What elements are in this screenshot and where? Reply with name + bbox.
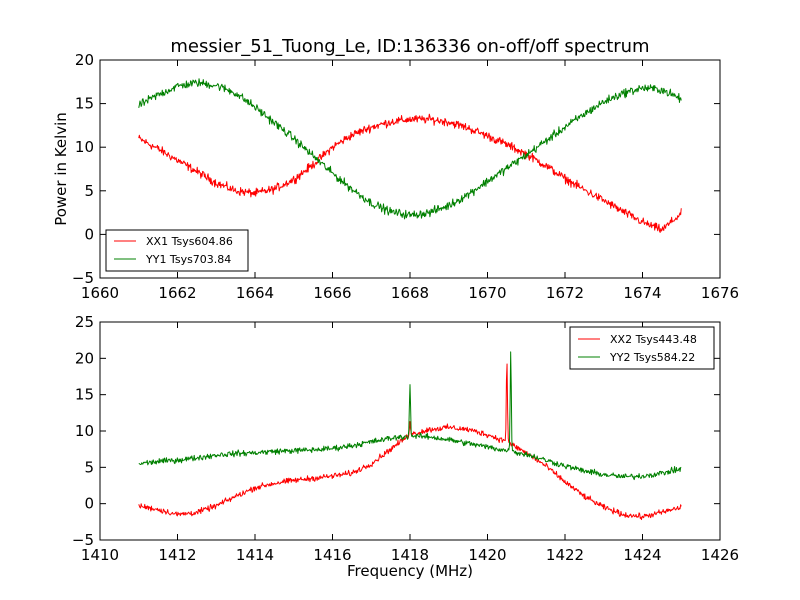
- y-tick-label: 25: [75, 313, 94, 331]
- y-tick-label: 5: [84, 458, 94, 476]
- legend-label-xx2: XX2 Tsys443.48: [610, 333, 697, 346]
- series-line-xx1: [138, 113, 682, 233]
- x-tick-label: 1414: [236, 546, 274, 564]
- y-tick-label: 20: [75, 349, 94, 367]
- x-tick-label: 1420: [468, 546, 506, 564]
- x-tick-label: 1662: [158, 284, 196, 302]
- series-line-xx2: [138, 363, 682, 521]
- y-tick-label: 0: [84, 225, 94, 243]
- legend-box: [569, 326, 715, 370]
- y-tick-label: 5: [84, 182, 94, 200]
- legend-label-yy1: YY1 Tsys703.84: [145, 253, 231, 266]
- legend-box: [105, 229, 249, 272]
- x-tick-label: 1426: [701, 546, 739, 564]
- y-tick-label: 10: [75, 422, 94, 440]
- y-tick-label: −5: [72, 531, 94, 549]
- x-tick-label: 1668: [391, 284, 429, 302]
- series-line-yy1: [138, 78, 682, 220]
- y-tick-label: 0: [84, 495, 94, 513]
- x-tick-label: 1672: [546, 284, 584, 302]
- x-tick-label: 1410: [81, 546, 119, 564]
- legend-label-yy2: YY2 Tsys584.22: [609, 351, 695, 364]
- y-tick-label: 15: [75, 386, 94, 404]
- x-tick-label: 1670: [468, 284, 506, 302]
- x-tick-label: 1418: [391, 546, 429, 564]
- legend-top: XX1 Tsys604.86 YY1 Tsys703.84: [105, 229, 249, 272]
- y-tick-label: −5: [72, 269, 94, 287]
- legend-bottom: XX2 Tsys443.48 YY2 Tsys584.22: [569, 326, 715, 370]
- y-tick-label: 20: [75, 51, 94, 69]
- chart-top: messier_51_Tuong_Le, ID:136336 on-off/of…: [52, 36, 739, 302]
- plot-area-top: 1660 1662 1664 1666 1668 1670 1672 1674 1676 −5 0 5…: [72, 51, 739, 302]
- x-tick-label: 1676: [701, 284, 739, 302]
- chart-title: messier_51_Tuong_Le, ID:136336 on-off/of…: [170, 36, 649, 57]
- x-tick-label: 1666: [313, 284, 351, 302]
- y-axis-label: Power in Kelvin: [52, 112, 70, 226]
- plot-area-bottom: 1410 1412 1414 1416 1418 1420 1422 1424 1426 −5 0 5…: [72, 313, 739, 564]
- x-tick-label: 1664: [236, 284, 274, 302]
- x-axis-label: Frequency (MHz): [347, 562, 473, 580]
- chart-bottom: Frequency (MHz) 1410 1412 1414 1416 1418 1420…: [72, 313, 739, 580]
- x-tick-label: 1674: [623, 284, 661, 302]
- y-tick-label: 10: [75, 138, 94, 156]
- x-tick-label: 1660: [81, 284, 119, 302]
- series-line-yy2: [138, 351, 682, 481]
- legend-label-xx1: XX1 Tsys604.86: [146, 235, 233, 248]
- y-tick-label: 15: [75, 95, 94, 113]
- x-tick-label: 1424: [623, 546, 661, 564]
- x-tick-label: 1412: [158, 546, 196, 564]
- x-tick-label: 1422: [546, 546, 584, 564]
- x-tick-label: 1416: [313, 546, 351, 564]
